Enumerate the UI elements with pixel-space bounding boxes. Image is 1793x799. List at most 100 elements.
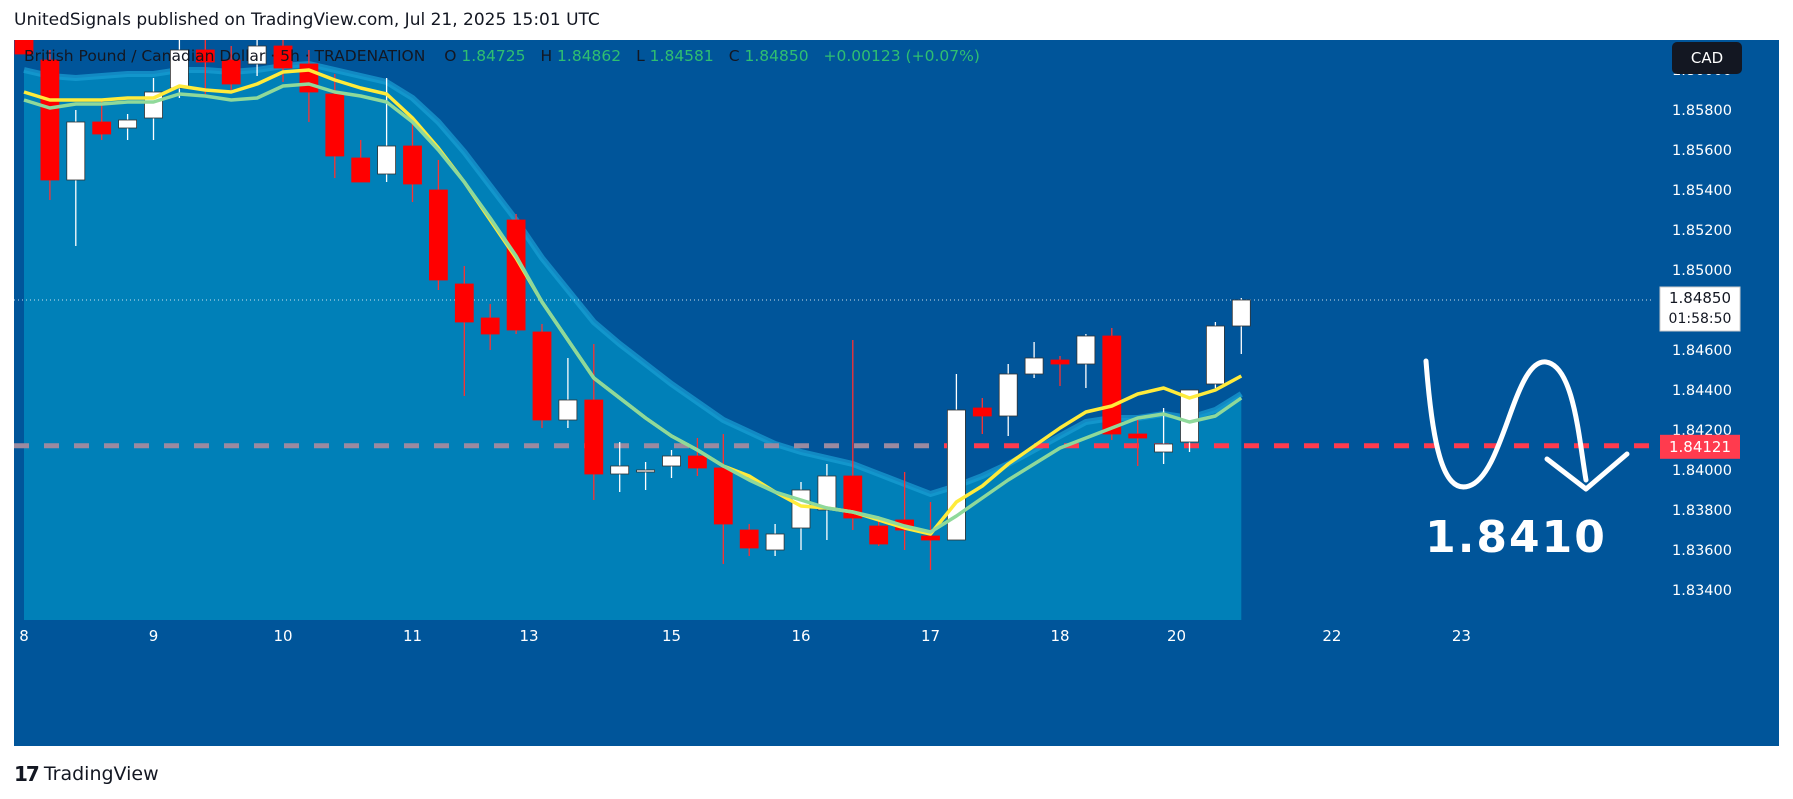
current-price-tag: 1.84850 01:58:50 [1659,286,1741,332]
candle-body-bull [247,45,267,65]
price-tick-label: 1.85800 [1672,103,1732,119]
forecast-arrowhead [1544,451,1630,492]
ribbon-fill-area [24,64,1242,620]
candle-body-bear [403,145,422,185]
legend-symbol: British Pound / Canadian Dollar · 5h · T… [24,47,425,65]
price-tick-label: 1.83400 [1672,583,1732,599]
price-tick-label: 1.84400 [1672,383,1732,399]
candle-body-bear [972,407,992,417]
candle [454,266,474,396]
price-tags: 1.84850 01:58:50 1.84121 [1659,286,1741,459]
support-price-value: 1.84121 [1669,438,1731,456]
candle [972,398,992,434]
candle-body-bull [791,489,811,529]
candle-body-bull [169,49,189,89]
candle-body-bull [66,121,86,181]
candle-body-bear [921,535,940,541]
candle [66,110,86,246]
time-tick-label: 13 [520,627,539,645]
time-tick-label: 17 [921,627,940,645]
candle-body-bear [739,529,759,549]
legend-low-label: L [636,47,645,65]
candle-body-bull [765,533,785,551]
price-axis[interactable]: 1.860001.858001.856001.854001.852001.850… [1654,40,1779,746]
candle [636,462,655,490]
price-chart[interactable]: 1.8410 British Pound / Canadian Dollar ·… [14,30,1779,746]
time-axis-background [14,620,1654,746]
candle [351,140,371,183]
candle [1231,298,1251,354]
currency-button[interactable]: CAD [1672,42,1742,74]
forecast-squiggle-arrow [1423,358,1589,490]
legend-close-value: 1.84850 [744,47,808,65]
legend-open-label: O [444,47,456,65]
candle [1206,322,1225,388]
candle-body-bear [713,467,733,525]
candle-body-bear [351,157,371,183]
candle-body-bear [40,59,60,181]
currency-label: CAD [1691,49,1723,67]
candle-body-bull [1231,299,1251,327]
ema-slow-line [23,82,1243,534]
tradingview-logo-icon: 17 [14,762,40,786]
candle-body-bear [273,45,293,69]
candle-body-bull [1180,389,1199,443]
current-price-tag-bg [1659,286,1741,332]
candle-body-bull [558,399,578,421]
candle [1102,328,1122,440]
candle-body-bear [221,59,241,85]
candle [558,358,578,428]
current-price-value: 1.84850 [1669,289,1731,307]
candle [506,214,526,334]
publisher-header: UnitedSignals published on TradingView.c… [14,10,600,30]
chart-svg[interactable]: 1.8410 British Pound / Canadian Dollar ·… [14,30,1779,746]
candle [273,34,293,82]
candle-body-bear [506,219,526,331]
candle-body-bear [299,63,319,93]
candle [688,438,707,476]
candle [1128,420,1148,466]
time-tick-label: 22 [1322,627,1341,645]
candle-body-bear [1128,433,1148,439]
candle-body-bull [817,475,837,511]
time-axis[interactable]: 8 9 10 11 13 15 16 17 18 20 22 23 [14,620,1654,746]
candle-body-bear [1050,359,1070,365]
time-tick-label: 9 [149,627,159,645]
candle [14,30,34,55]
legend-low-value: 1.84581 [650,47,714,65]
candle-body-bull [1206,325,1225,385]
candle [428,160,448,290]
candle-body-bull [1076,335,1096,365]
time-tick-label: 16 [791,627,810,645]
support-price-tag-bg [1660,434,1740,459]
price-tick-label: 1.85000 [1672,263,1732,279]
legend-high-label: H [540,47,552,65]
candle [1024,342,1044,378]
candle [739,524,759,556]
time-tick-label: 15 [662,627,681,645]
candle-body-bear [869,525,889,545]
tradingview-brand: TradingView [43,763,159,785]
candle-body-bull [998,373,1018,417]
candle [843,340,863,530]
candle-body-bear [325,93,345,157]
candle [713,434,733,564]
candle [532,324,552,428]
candle [1050,356,1070,386]
price-tick-label: 1.84000 [1672,463,1732,479]
candle-body-bull [377,145,397,175]
candle-body-bull [662,455,681,467]
candle [584,344,604,500]
candle-body-bull [610,465,630,475]
tradingview-footer[interactable]: 17 TradingView [14,762,159,786]
price-tick-label: 1.83800 [1672,503,1732,519]
legend-change: +0.00123 (+0.07%) [824,47,980,65]
candle [247,40,267,76]
current-price-countdown: 01:58:50 [1669,311,1732,327]
candle-body-bear [480,317,500,335]
candle-body-bear [688,455,707,469]
candle [40,50,60,200]
candle-body-bear [92,121,112,135]
time-tick-label: 10 [273,627,292,645]
candle-body-bull [636,469,655,473]
